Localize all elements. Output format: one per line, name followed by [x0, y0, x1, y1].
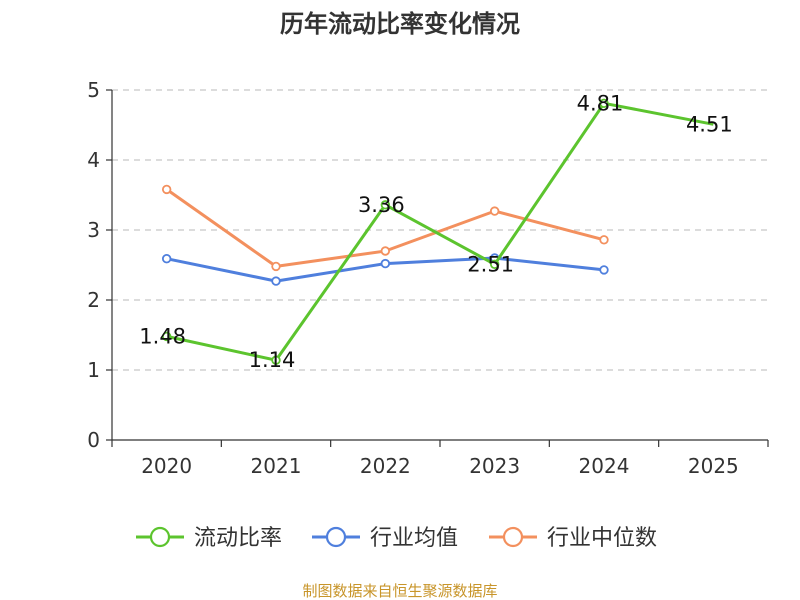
data-point	[380, 258, 391, 269]
legend-item[interactable]: 行业均值	[312, 526, 458, 551]
x-tick-label: 2022	[360, 454, 411, 478]
data-point	[380, 200, 391, 210]
chart-title: 历年流动比率变化情况	[280, 10, 520, 38]
data-point	[271, 276, 281, 286]
source-note: 制图数据来自恒生聚源数据库	[302, 582, 497, 600]
legend-label: 流动比率	[194, 526, 282, 551]
series-1	[161, 253, 609, 286]
legend: 流动比率 行业均值 行业中位数	[136, 526, 657, 551]
series-0	[161, 98, 714, 365]
series-lines	[161, 98, 714, 365]
series-line	[166, 101, 714, 362]
legend-swatch-marker	[502, 526, 524, 548]
data-point	[599, 98, 609, 108]
x-tick-label: 2023	[469, 454, 520, 478]
legend-swatch-marker	[149, 526, 171, 548]
data-label: 3.36	[358, 193, 405, 217]
x-tick-label: 2025	[688, 454, 739, 478]
x-tick-label: 2021	[251, 454, 302, 478]
y-tick-label: 4	[87, 148, 100, 172]
y-tick-label: 0	[87, 428, 100, 452]
legend-swatch-marker	[325, 526, 347, 548]
data-point	[271, 355, 281, 365]
data-label: 2.51	[467, 252, 514, 276]
data-point	[271, 261, 281, 272]
data-point	[161, 184, 172, 195]
data-point	[599, 265, 609, 275]
x-tick-label: 2020	[141, 454, 192, 478]
y-tick-label: 5	[87, 78, 100, 102]
x-tick-label: 2024	[579, 454, 630, 478]
data-label: 4.81	[577, 91, 624, 115]
legend-item[interactable]: 流动比率	[136, 526, 282, 551]
legend-label: 行业均值	[370, 526, 458, 551]
data-label: 1.14	[249, 348, 296, 372]
y-tick-label: 2	[87, 288, 100, 312]
y-tick-label: 1	[87, 358, 100, 382]
data-point	[489, 259, 500, 269]
data-point	[489, 206, 500, 216]
data-point	[380, 246, 391, 256]
legend-item[interactable]: 行业中位数	[489, 526, 657, 551]
legend-label: 行业中位数	[547, 526, 657, 551]
axes: 0 1 2 3 4 5 2020 2021 2022 2023 2024 2025	[87, 78, 769, 478]
y-tick-label: 3	[87, 218, 100, 242]
data-label: 4.51	[686, 112, 733, 136]
data-labels: 1.48 1.14 3.36 2.51 4.81 4.51	[139, 91, 732, 372]
series-2	[161, 184, 609, 272]
data-point	[599, 235, 609, 245]
data-point	[161, 331, 172, 342]
data-point	[161, 254, 172, 264]
data-label: 1.48	[139, 324, 186, 348]
